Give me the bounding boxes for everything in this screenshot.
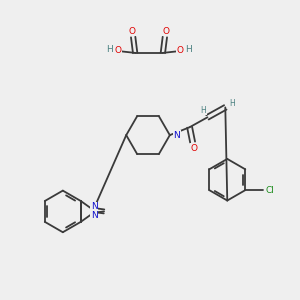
Text: N: N [173,130,180,140]
Text: O: O [162,27,169,36]
Text: N: N [91,202,98,211]
Text: O: O [190,143,197,152]
Text: O: O [129,27,136,36]
Text: O: O [114,46,121,56]
Text: Cl: Cl [266,186,274,195]
Text: H: H [185,45,191,54]
Text: H: H [201,106,206,115]
Text: H: H [106,45,113,54]
Text: N: N [91,212,98,220]
Text: O: O [177,46,184,56]
Text: H: H [230,99,235,108]
